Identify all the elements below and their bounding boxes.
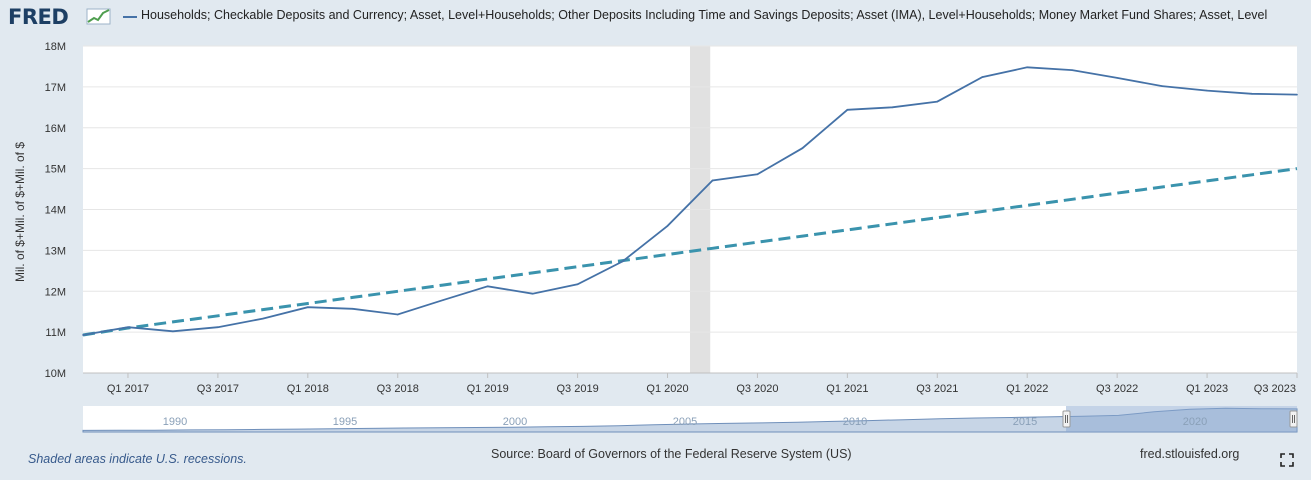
x-tick-label: Q1 2017 [107, 383, 149, 395]
chart-header: FRED Households; Checkable Deposits and … [0, 0, 1311, 36]
trend-series-line [82, 167, 1298, 337]
x-tick-label: Q3 2021 [916, 383, 958, 395]
x-tick-label: Q1 2023 [1186, 383, 1228, 395]
y-tick-label: 10M [45, 368, 66, 380]
fullscreen-icon[interactable] [1280, 453, 1294, 467]
data-point [846, 108, 849, 111]
y-tick-label: 16M [45, 123, 66, 135]
y-tick-label: 11M [45, 327, 66, 339]
y-tick-label: 13M [45, 245, 66, 257]
data-point [1206, 89, 1208, 92]
data-point [621, 260, 624, 263]
y-tick-label: 12M [45, 286, 66, 298]
x-tick-label: Q1 2022 [1006, 383, 1048, 395]
y-tick-label: 18M [45, 41, 66, 53]
data-point [396, 313, 399, 316]
data-point [1251, 93, 1253, 95]
data-point [172, 330, 174, 333]
range-navigator[interactable]: 1990 1995 2000 2005 2010 2015 2020 [0, 404, 1311, 434]
legend-swatch [123, 16, 137, 18]
data-point [262, 317, 264, 320]
data-point [1161, 85, 1163, 87]
data-point [351, 308, 354, 310]
x-tick-label: Q3 2018 [377, 383, 419, 395]
data-point [1071, 69, 1073, 71]
x-tick-label: Q1 2018 [287, 383, 329, 395]
chart-logo-icon [86, 8, 111, 25]
trend-layer [82, 167, 1298, 337]
y-tick-label: 17M [45, 82, 66, 94]
navigator-year-label: 1990 [163, 416, 187, 428]
data-point [1296, 93, 1298, 96]
navigator-year-label: 2010 [843, 416, 867, 428]
data-point [981, 76, 984, 78]
navigator-year-label: 2005 [673, 416, 697, 428]
y-tick-label: 15M [45, 164, 66, 176]
x-tick-label: Q3 2020 [736, 383, 778, 395]
data-point [441, 299, 444, 302]
navigator-selection [1066, 406, 1297, 432]
data-point [711, 179, 714, 182]
navigator-year-label: 2000 [503, 416, 527, 428]
data-point [936, 100, 939, 103]
data-point [82, 334, 84, 336]
axis-layer: 10M 11M 12M 13M 14M 15M 16M 17M 18M Q1 2017 Q3 201… [45, 41, 1298, 395]
data-point [531, 292, 534, 295]
x-tick-label: Q3 2022 [1096, 383, 1138, 395]
recession-note: Shaded areas indicate U.S. recessions. [28, 452, 247, 466]
site-link[interactable]: fred.stlouisfed.org [1140, 447, 1240, 461]
y-tick-label: 14M [45, 205, 66, 217]
x-tick-label: Q1 2020 [646, 383, 688, 395]
x-tick-label: Q1 2019 [467, 383, 509, 395]
series-layer [82, 66, 1298, 336]
legend-label: Households; Checkable Deposits and Curre… [141, 8, 1268, 22]
data-series-line [82, 66, 1298, 336]
x-tick-label: Q3 2019 [556, 383, 598, 395]
data-point [307, 306, 309, 308]
data-point [127, 326, 129, 329]
fred-logo[interactable]: FRED [8, 5, 69, 29]
data-point [486, 285, 489, 288]
navigator-layer: 1990 1995 2000 2005 2010 2015 2020 [82, 406, 1298, 433]
navigator-year-label: 2020 [1183, 416, 1207, 428]
source-text: Source: Board of Governors of the Federa… [491, 447, 852, 461]
main-chart[interactable]: 10M 11M 12M 13M 14M 15M 16M 17M 18M Q1 2017 Q3 201… [0, 36, 1311, 404]
navigator-year-label: 2015 [1013, 416, 1037, 428]
navigator-left-handle[interactable] [1062, 410, 1071, 428]
data-point [891, 106, 894, 109]
data-point [801, 147, 804, 149]
data-point [1116, 77, 1118, 79]
data-point [1026, 66, 1029, 69]
data-point [756, 173, 759, 176]
data-point [666, 225, 669, 227]
navigator-year-label: 1995 [333, 416, 357, 428]
navigator-right-handle[interactable] [1289, 410, 1298, 428]
x-tick-label: Q1 2021 [826, 383, 868, 395]
x-tick-label: Q3 2017 [197, 383, 239, 395]
data-point [217, 326, 219, 329]
data-point [576, 283, 579, 286]
x-tick-label: Q3 2023 [1254, 383, 1296, 395]
